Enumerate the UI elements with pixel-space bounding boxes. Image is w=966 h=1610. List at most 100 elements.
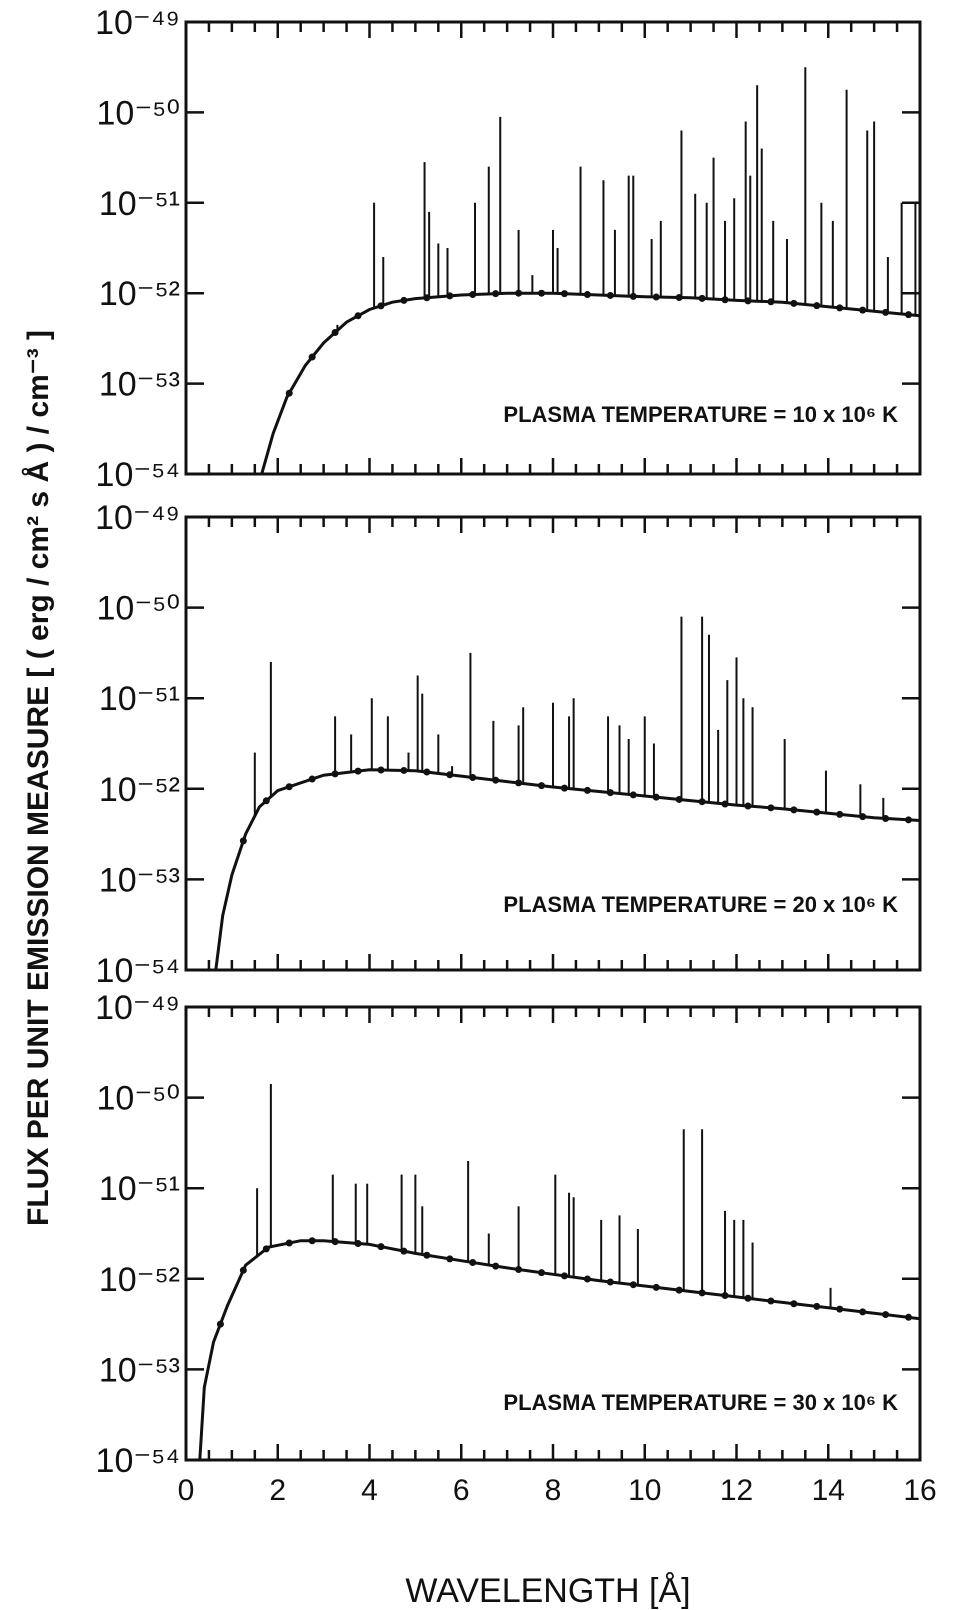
x-tick-label: 0 <box>178 1474 195 1507</box>
temperature-annotation: PLASMA TEMPERATURE = 20 x 10⁶ K <box>503 892 898 917</box>
continuum-point <box>813 1302 821 1310</box>
continuum-point <box>262 797 270 805</box>
x-tick-label: 12 <box>720 1474 753 1507</box>
continuum-point <box>767 804 775 812</box>
continuum-point <box>285 389 293 397</box>
continuum-point <box>492 290 500 298</box>
continuum-point <box>354 767 362 775</box>
continuum-point <box>377 1243 385 1251</box>
continuum-point <box>859 1308 867 1316</box>
x-tick-label: 4 <box>361 1474 378 1507</box>
continuum-point <box>813 808 821 816</box>
continuum-point <box>606 291 614 299</box>
y-axis-label: FLUX PER UNIT EMISSION MEASURE [ ( erg /… <box>22 330 55 1226</box>
continuum-point <box>400 766 408 774</box>
x-axis-label: WAVELENGTH [Å] <box>405 1572 690 1610</box>
continuum-point <box>790 299 798 307</box>
continuum-point <box>538 1269 546 1277</box>
x-tick-label: 16 <box>903 1474 936 1507</box>
continuum-point <box>790 1300 798 1308</box>
continuum-point <box>492 1262 500 1270</box>
continuum-point <box>538 289 546 297</box>
chart-panel: 10⁻⁴⁹ 10⁻⁵⁰ 10⁻⁵¹ 10⁻⁵² 10⁻⁵³ 10⁻⁵⁴ PLASMA TEM… <box>95 4 922 494</box>
y-tick-label: 10⁻⁵³ <box>99 1351 180 1389</box>
continuum-point <box>905 1313 913 1321</box>
continuum-curve <box>214 768 921 971</box>
continuum-point <box>675 1286 683 1294</box>
continuum-point <box>285 1239 293 1247</box>
temperature-annotation: PLASMA TEMPERATURE = 10 x 10⁶ K <box>503 402 898 427</box>
y-tick-label: 10⁻⁵¹ <box>99 185 180 223</box>
continuum-point <box>216 1320 224 1328</box>
continuum-point <box>583 291 591 299</box>
continuum-point <box>652 1283 660 1291</box>
continuum-point <box>629 791 637 799</box>
continuum-point <box>308 353 316 361</box>
continuum-point <box>308 1237 316 1245</box>
x-tick-label: 2 <box>269 1474 286 1507</box>
x-tick-label: 8 <box>545 1474 562 1507</box>
y-tick-label: 10⁻⁴⁹ <box>95 4 180 42</box>
continuum-point <box>652 293 660 301</box>
continuum-point <box>836 304 844 312</box>
continuum-point <box>744 1294 752 1302</box>
y-tick-label: 10⁻⁵⁰ <box>97 1080 181 1118</box>
continuum-point <box>767 1297 775 1305</box>
continuum-curve <box>198 1239 921 1461</box>
y-tick-label: 10⁻⁵¹ <box>99 1170 180 1208</box>
continuum-point <box>262 1245 270 1253</box>
continuum-point <box>354 312 362 320</box>
y-tick-label: 10⁻⁵² <box>99 275 180 313</box>
y-tick-label: 10⁻⁵⁴ <box>96 1442 180 1480</box>
continuum-point <box>905 816 913 824</box>
chart-panels: 10⁻⁴⁹ 10⁻⁵⁰ 10⁻⁵¹ 10⁻⁵² 10⁻⁵³ 10⁻⁵⁴ PLASMA TEM… <box>95 4 937 1507</box>
y-tick-label: 10⁻⁵³ <box>99 861 180 899</box>
continuum-point <box>606 1278 614 1286</box>
continuum-curve <box>260 291 921 475</box>
continuum-point <box>882 1311 890 1319</box>
continuum-point <box>308 775 316 783</box>
continuum-point <box>583 1275 591 1283</box>
y-tick-label: 10⁻⁵⁰ <box>97 590 181 628</box>
continuum-point <box>836 810 844 818</box>
continuum-point <box>469 1258 477 1266</box>
x-tick-label: 10 <box>628 1474 661 1507</box>
continuum-point <box>836 1305 844 1313</box>
temperature-annotation: PLASMA TEMPERATURE = 30 x 10⁶ K <box>503 1390 898 1415</box>
continuum-point <box>239 837 247 845</box>
continuum-point <box>538 782 546 790</box>
continuum-point <box>905 311 913 319</box>
continuum-point <box>560 290 568 298</box>
chart-panel: 10⁻⁴⁹ 10⁻⁵⁰ 10⁻⁵¹ 10⁻⁵² 10⁻⁵³ 10⁻⁵⁴ PLASMA TEM… <box>95 499 922 990</box>
y-tick-label: 10⁻⁵⁰ <box>97 94 181 132</box>
continuum-point <box>423 768 431 776</box>
continuum-point <box>423 1251 431 1259</box>
x-tick-label: 14 <box>812 1474 845 1507</box>
y-tick-label: 10⁻⁴⁹ <box>95 989 180 1027</box>
chart-panel: 10⁻⁴⁹ 10⁻⁵⁰ 10⁻⁵¹ 10⁻⁵² 10⁻⁵³ 10⁻⁵⁴0 2 4 6 8 10 12 1… <box>95 989 937 1507</box>
continuum-point <box>239 1266 247 1274</box>
continuum-point <box>446 1255 454 1263</box>
continuum-point <box>331 329 339 337</box>
y-tick-label: 10⁻⁵³ <box>99 366 180 404</box>
continuum-point <box>859 306 867 314</box>
continuum-point <box>629 1281 637 1289</box>
y-tick-label: 10⁻⁵² <box>99 1261 180 1299</box>
continuum-point <box>698 294 706 302</box>
continuum-point <box>285 783 293 791</box>
continuum-point <box>560 784 568 792</box>
continuum-point <box>790 806 798 814</box>
continuum-point <box>377 766 385 774</box>
y-tick-label: 10⁻⁵² <box>99 771 180 809</box>
x-tick-label: 6 <box>453 1474 470 1507</box>
continuum-point <box>744 802 752 810</box>
y-tick-label: 10⁻⁵⁴ <box>96 952 180 990</box>
y-tick-label: 10⁻⁵⁴ <box>96 456 180 494</box>
continuum-point <box>560 1272 568 1280</box>
continuum-point <box>583 786 591 794</box>
y-tick-label: 10⁻⁵¹ <box>99 680 180 718</box>
continuum-point <box>400 296 408 304</box>
continuum-point <box>813 302 821 310</box>
y-tick-label: 10⁻⁴⁹ <box>95 499 180 537</box>
